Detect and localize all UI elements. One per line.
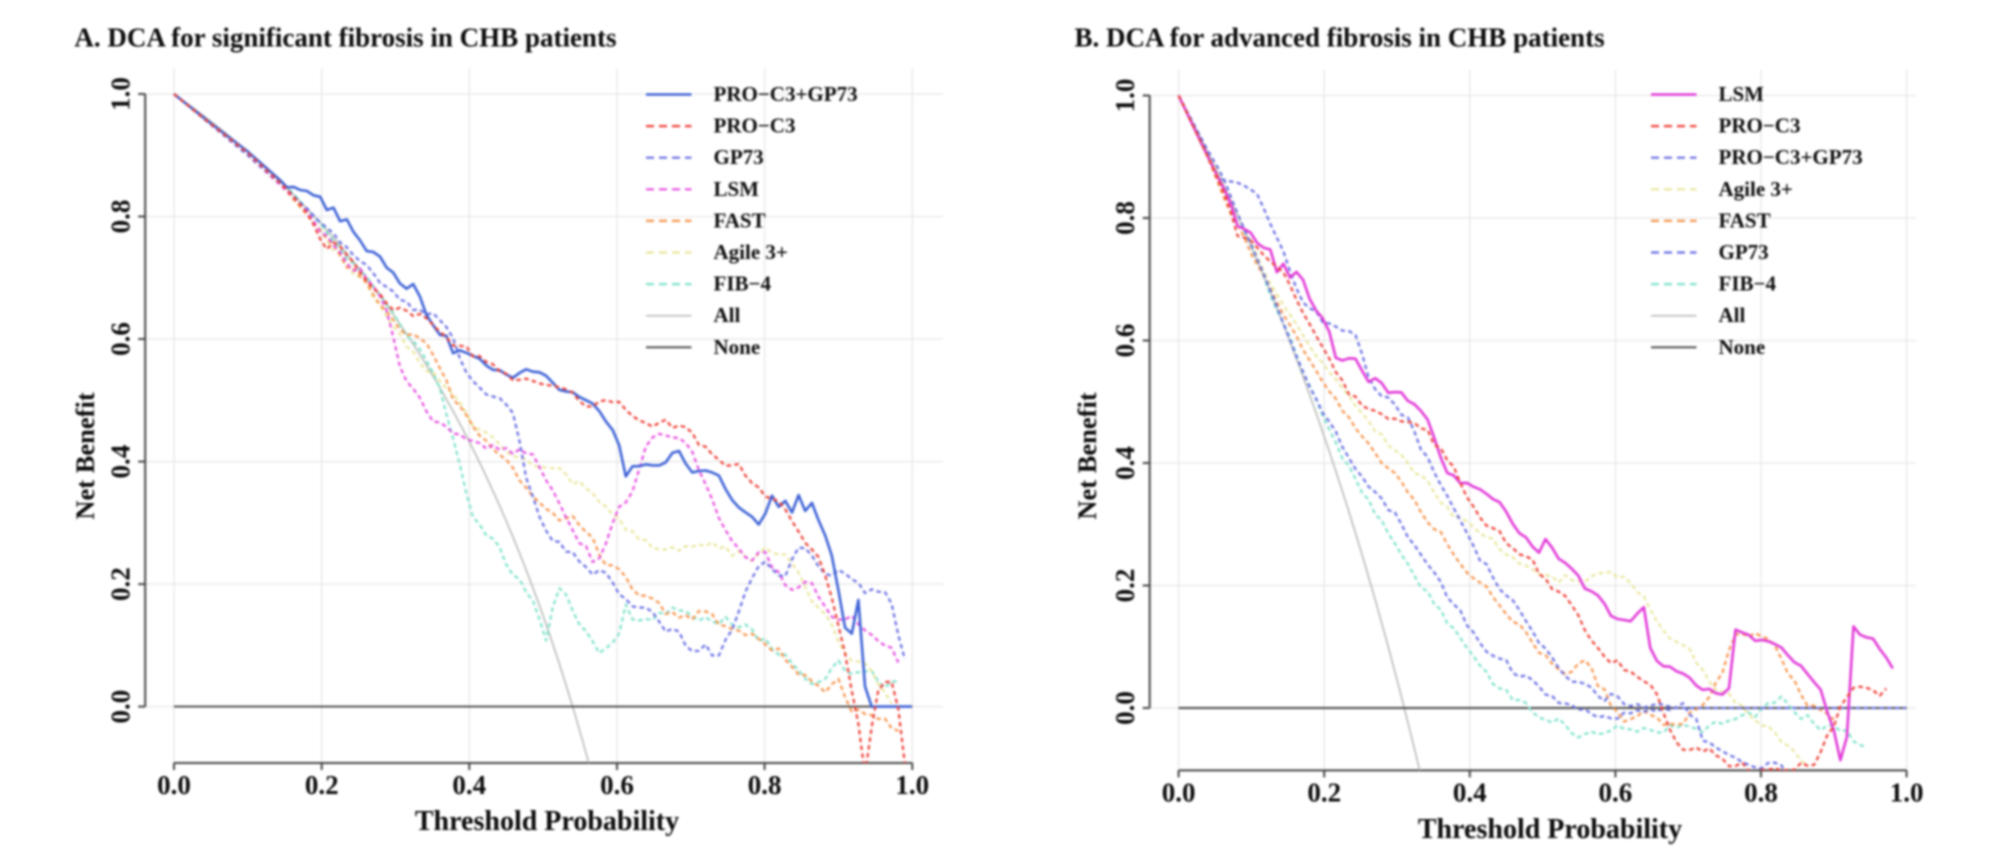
svg-text:1.0: 1.0 — [1110, 79, 1140, 113]
svg-text:Agile 3+: Agile 3+ — [714, 240, 788, 264]
svg-text:Agile 3+: Agile 3+ — [1719, 177, 1793, 201]
svg-text:B. DCA for advanced fibrosis i: B. DCA for advanced fibrosis in CHB pati… — [1075, 23, 1605, 53]
svg-text:FAST: FAST — [714, 208, 766, 232]
svg-text:FIB−4: FIB−4 — [1719, 272, 1777, 296]
svg-text:Threshold Probability: Threshold Probability — [415, 806, 679, 837]
svg-text:PRO−C3: PRO−C3 — [1719, 114, 1801, 138]
svg-text:Net Benefit: Net Benefit — [70, 392, 100, 519]
svg-text:PRO−C3+GP73: PRO−C3+GP73 — [714, 82, 858, 106]
svg-text:0.2: 0.2 — [305, 770, 339, 800]
svg-text:0.6: 0.6 — [1599, 777, 1633, 807]
svg-text:0.6: 0.6 — [1110, 324, 1140, 358]
svg-text:Net Benefit: Net Benefit — [1072, 392, 1102, 519]
svg-text:None: None — [714, 335, 761, 359]
svg-text:0.0: 0.0 — [157, 770, 191, 800]
svg-text:0.8: 0.8 — [105, 200, 135, 234]
svg-text:All: All — [714, 303, 741, 327]
svg-text:1.0: 1.0 — [105, 77, 135, 111]
svg-text:GP73: GP73 — [714, 145, 764, 169]
svg-text:PRO−C3+GP73: PRO−C3+GP73 — [1719, 145, 1863, 169]
svg-text:LSM: LSM — [714, 177, 760, 201]
svg-text:0.4: 0.4 — [452, 770, 486, 800]
svg-text:0.4: 0.4 — [105, 445, 135, 479]
svg-text:0.8: 0.8 — [1110, 201, 1140, 235]
svg-text:0.8: 0.8 — [748, 770, 782, 800]
svg-text:All: All — [1719, 303, 1746, 327]
svg-text:PRO−C3: PRO−C3 — [714, 114, 796, 138]
svg-text:FAST: FAST — [1719, 208, 1771, 232]
svg-text:0.2: 0.2 — [105, 567, 135, 601]
svg-text:0.2: 0.2 — [1110, 569, 1140, 603]
svg-text:1.0: 1.0 — [1890, 777, 1924, 807]
svg-text:0.2: 0.2 — [1307, 777, 1341, 807]
svg-text:Threshold Probability: Threshold Probability — [1418, 814, 1682, 845]
svg-text:1.0: 1.0 — [895, 770, 929, 800]
svg-text:0.4: 0.4 — [1110, 446, 1140, 480]
svg-text:A. DCA for significant fibrosi: A. DCA for significant fibrosis in CHB p… — [74, 23, 616, 53]
svg-text:0.4: 0.4 — [1453, 777, 1487, 807]
svg-text:0.0: 0.0 — [1162, 777, 1196, 807]
svg-text:0.6: 0.6 — [600, 770, 634, 800]
svg-text:0.6: 0.6 — [105, 322, 135, 356]
svg-text:GP73: GP73 — [1719, 240, 1769, 264]
svg-text:None: None — [1719, 335, 1766, 359]
svg-text:0.0: 0.0 — [105, 690, 135, 724]
svg-text:LSM: LSM — [1719, 82, 1765, 106]
svg-text:FIB−4: FIB−4 — [714, 272, 772, 296]
svg-text:0.8: 0.8 — [1744, 777, 1778, 807]
svg-text:0.0: 0.0 — [1110, 691, 1140, 725]
